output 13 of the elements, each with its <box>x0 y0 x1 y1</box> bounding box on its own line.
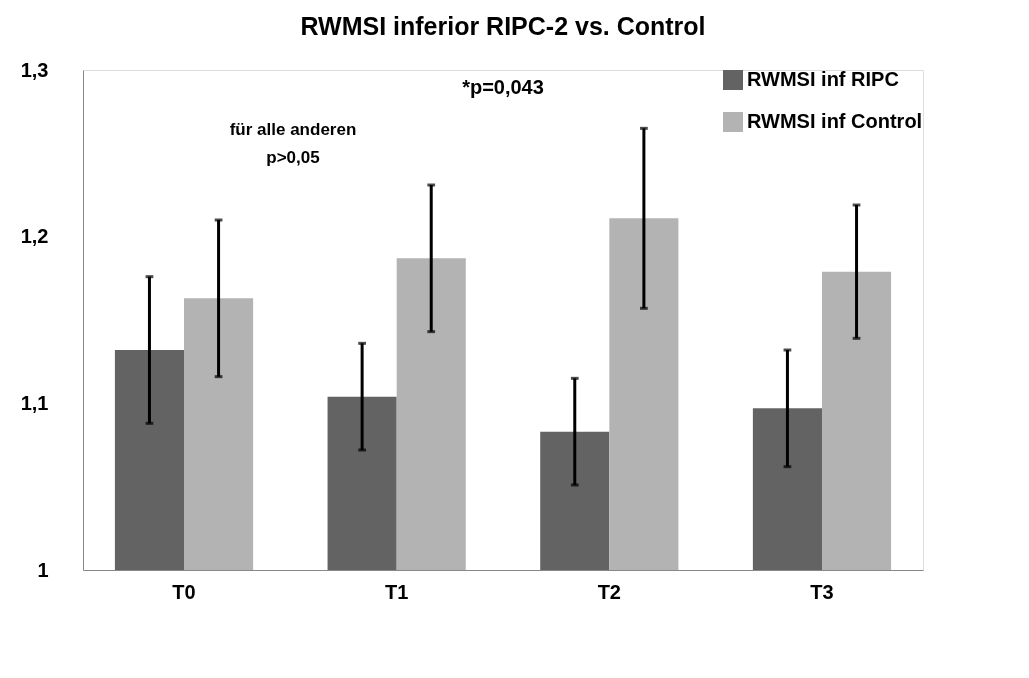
y-tick-label: 1,3 <box>20 58 49 81</box>
x-tick-label: T1 <box>385 580 409 603</box>
x-tick-label: T2 <box>597 580 621 603</box>
annotation: für alle anderen p>0,05 <box>229 120 357 167</box>
y-tick-label: 1,2 <box>20 225 49 248</box>
annotation: *p=0,043 <box>462 76 544 98</box>
chart-title: RWMSI inferior RIPC-2 vs. Control <box>300 12 706 40</box>
legend-label: RWMSI inf RIPC <box>747 68 899 90</box>
x-tick-label: T0 <box>172 580 196 603</box>
y-tick-label: 1,1 <box>20 391 49 414</box>
x-tick-label: T3 <box>810 580 834 603</box>
y-tick-label: 1 <box>37 558 49 581</box>
legend-label: RWMSI inf Control <box>747 110 923 132</box>
